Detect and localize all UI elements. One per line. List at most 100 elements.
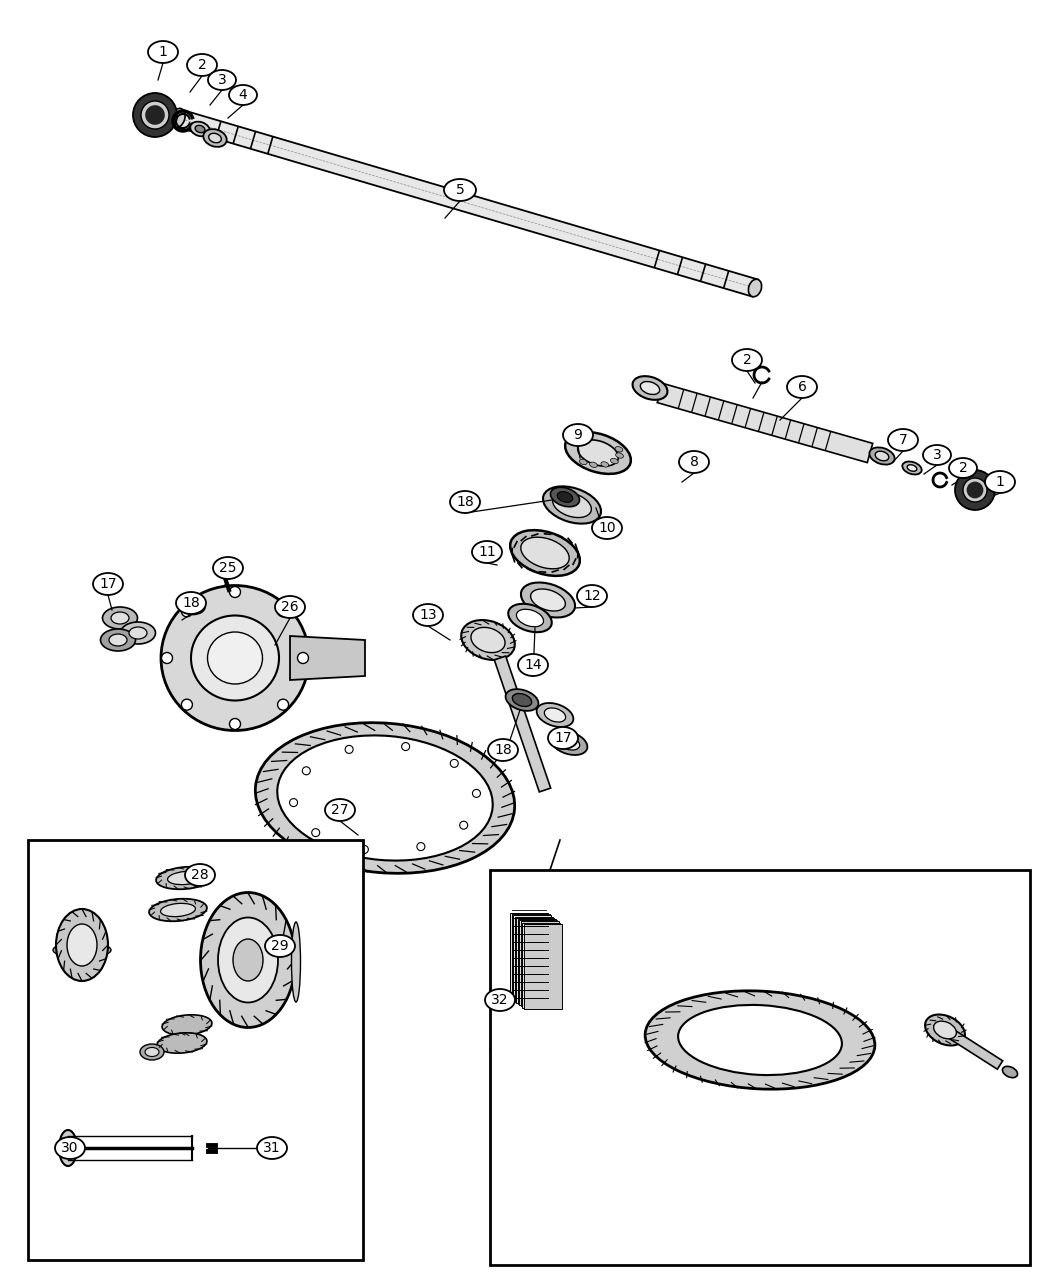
Circle shape	[297, 653, 309, 663]
Bar	[524, 924, 562, 1009]
Ellipse shape	[233, 938, 262, 980]
Ellipse shape	[967, 482, 984, 499]
Ellipse shape	[111, 612, 129, 623]
Text: 17: 17	[554, 731, 572, 745]
Text: 18: 18	[495, 743, 512, 757]
Ellipse shape	[521, 537, 569, 569]
Bar	[510, 913, 548, 998]
Ellipse shape	[956, 470, 995, 510]
Text: 8: 8	[690, 455, 698, 469]
Ellipse shape	[907, 465, 917, 472]
Ellipse shape	[550, 487, 580, 506]
Circle shape	[162, 653, 172, 663]
Ellipse shape	[93, 572, 123, 595]
Bar	[516, 918, 554, 1003]
Ellipse shape	[277, 736, 492, 861]
Ellipse shape	[450, 491, 480, 513]
Ellipse shape	[461, 620, 514, 660]
Ellipse shape	[558, 492, 572, 502]
Text: 12: 12	[583, 589, 601, 603]
Ellipse shape	[563, 425, 593, 446]
Text: 10: 10	[598, 521, 615, 536]
Ellipse shape	[517, 609, 544, 627]
Text: 6: 6	[798, 380, 806, 394]
Text: 2: 2	[742, 353, 752, 367]
Bar	[521, 922, 559, 1006]
Ellipse shape	[615, 453, 624, 458]
Circle shape	[290, 798, 297, 807]
Circle shape	[277, 606, 289, 617]
Circle shape	[302, 766, 311, 775]
Text: 5: 5	[456, 184, 464, 198]
Circle shape	[417, 843, 425, 850]
Ellipse shape	[985, 470, 1015, 493]
Ellipse shape	[292, 922, 300, 1002]
Ellipse shape	[472, 541, 502, 564]
Ellipse shape	[209, 134, 222, 143]
Ellipse shape	[518, 654, 548, 676]
Text: 25: 25	[219, 561, 236, 575]
Ellipse shape	[255, 723, 514, 873]
Ellipse shape	[963, 478, 987, 502]
Text: 1: 1	[995, 476, 1005, 490]
Ellipse shape	[326, 799, 355, 821]
Ellipse shape	[640, 381, 659, 394]
Ellipse shape	[413, 604, 443, 626]
Ellipse shape	[548, 727, 578, 748]
Ellipse shape	[565, 432, 631, 474]
Text: 4: 4	[238, 88, 248, 102]
Circle shape	[277, 699, 289, 710]
Text: 11: 11	[478, 544, 496, 558]
Ellipse shape	[156, 867, 214, 889]
Ellipse shape	[201, 892, 295, 1028]
Ellipse shape	[121, 622, 155, 644]
Ellipse shape	[788, 376, 817, 398]
Ellipse shape	[578, 585, 607, 607]
Ellipse shape	[444, 179, 476, 201]
Circle shape	[360, 845, 369, 853]
Ellipse shape	[101, 629, 135, 652]
Ellipse shape	[176, 592, 206, 615]
Circle shape	[182, 606, 192, 617]
Ellipse shape	[161, 904, 195, 917]
Ellipse shape	[869, 448, 895, 464]
Ellipse shape	[578, 440, 618, 467]
Ellipse shape	[949, 458, 977, 478]
Ellipse shape	[508, 604, 551, 632]
Text: 26: 26	[281, 601, 299, 615]
Ellipse shape	[67, 924, 97, 966]
Ellipse shape	[109, 634, 127, 646]
Ellipse shape	[521, 583, 575, 617]
Ellipse shape	[52, 942, 111, 958]
Ellipse shape	[129, 627, 147, 639]
Circle shape	[230, 719, 240, 729]
Text: 18: 18	[456, 495, 474, 509]
Ellipse shape	[103, 607, 138, 629]
Ellipse shape	[257, 1137, 287, 1159]
Polygon shape	[950, 1030, 1003, 1070]
Circle shape	[182, 699, 192, 710]
Text: 9: 9	[573, 428, 583, 442]
Ellipse shape	[55, 1137, 85, 1159]
Ellipse shape	[679, 451, 709, 473]
Ellipse shape	[559, 736, 580, 750]
Ellipse shape	[213, 557, 243, 579]
Circle shape	[345, 746, 353, 754]
Ellipse shape	[632, 376, 668, 400]
Ellipse shape	[59, 1130, 77, 1167]
Ellipse shape	[158, 1033, 207, 1053]
Polygon shape	[657, 384, 873, 463]
Text: 7: 7	[899, 434, 907, 448]
Ellipse shape	[161, 585, 309, 731]
Ellipse shape	[537, 703, 573, 727]
Ellipse shape	[876, 451, 888, 460]
Ellipse shape	[149, 899, 207, 922]
Bar	[490, 870, 1030, 1265]
Ellipse shape	[923, 445, 951, 465]
Text: 2: 2	[959, 462, 967, 476]
Text: 13: 13	[419, 608, 437, 622]
Bar	[28, 840, 363, 1260]
Polygon shape	[175, 110, 757, 297]
Circle shape	[472, 789, 481, 797]
Ellipse shape	[645, 991, 875, 1089]
